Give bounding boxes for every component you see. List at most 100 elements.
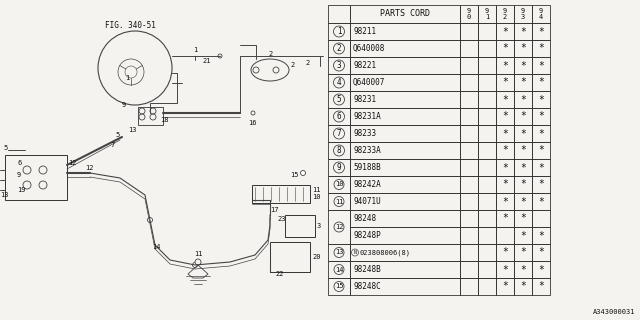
Text: *: * <box>538 146 544 156</box>
Text: 9
0: 9 0 <box>467 8 471 20</box>
Text: *: * <box>502 180 508 189</box>
Bar <box>460 261 478 278</box>
Bar <box>350 125 460 142</box>
Text: 2: 2 <box>268 51 272 57</box>
Bar <box>496 244 514 261</box>
Text: 9
1: 9 1 <box>485 8 489 20</box>
Text: 98231: 98231 <box>353 95 376 104</box>
Bar <box>532 227 550 244</box>
Bar <box>460 227 478 244</box>
Circle shape <box>253 67 259 73</box>
Text: *: * <box>538 180 544 189</box>
Text: *: * <box>502 282 508 292</box>
Text: *: * <box>502 265 508 275</box>
Bar <box>514 227 532 244</box>
Bar <box>460 23 478 40</box>
Bar <box>532 74 550 91</box>
Text: 023808006(8): 023808006(8) <box>360 249 411 256</box>
Circle shape <box>23 166 31 174</box>
Bar <box>496 91 514 108</box>
Text: *: * <box>502 60 508 70</box>
Text: 1: 1 <box>125 75 129 81</box>
Text: *: * <box>538 265 544 275</box>
Text: *: * <box>520 44 526 53</box>
Text: *: * <box>520 247 526 258</box>
Text: 9: 9 <box>17 172 21 178</box>
Bar <box>496 108 514 125</box>
Text: *: * <box>538 163 544 172</box>
Text: 16: 16 <box>248 120 257 126</box>
Bar <box>350 40 460 57</box>
Bar <box>350 142 460 159</box>
Text: N: N <box>353 250 356 255</box>
Text: *: * <box>520 94 526 105</box>
Text: 3: 3 <box>317 223 321 229</box>
Text: *: * <box>538 230 544 241</box>
Bar <box>328 278 350 295</box>
Bar <box>532 91 550 108</box>
Text: 59188B: 59188B <box>353 163 381 172</box>
Text: 14: 14 <box>152 244 161 250</box>
Text: 5: 5 <box>3 145 7 151</box>
Bar <box>514 74 532 91</box>
Bar <box>328 74 350 91</box>
Text: 23: 23 <box>277 216 285 222</box>
Text: 11: 11 <box>312 187 321 193</box>
Text: *: * <box>538 111 544 122</box>
Bar <box>460 159 478 176</box>
Bar <box>478 40 496 57</box>
Bar <box>532 57 550 74</box>
Bar <box>460 57 478 74</box>
Text: *: * <box>538 77 544 87</box>
Text: 9
2: 9 2 <box>503 8 507 20</box>
Text: *: * <box>538 44 544 53</box>
Text: 21: 21 <box>203 58 211 64</box>
Text: 13: 13 <box>128 127 136 133</box>
Text: *: * <box>538 129 544 139</box>
Text: 9: 9 <box>122 102 126 108</box>
Bar <box>532 23 550 40</box>
Text: *: * <box>520 77 526 87</box>
Bar <box>328 91 350 108</box>
Text: Q640008: Q640008 <box>353 44 385 53</box>
Bar <box>478 210 496 227</box>
Bar <box>478 108 496 125</box>
Bar <box>478 261 496 278</box>
Bar <box>350 5 460 23</box>
Text: 98248B: 98248B <box>353 265 381 274</box>
Bar <box>532 278 550 295</box>
Text: 20: 20 <box>312 254 321 260</box>
Bar <box>350 57 460 74</box>
Bar <box>532 193 550 210</box>
Text: Q640007: Q640007 <box>353 78 385 87</box>
Bar <box>350 210 460 227</box>
Circle shape <box>39 166 47 174</box>
Bar <box>514 40 532 57</box>
Bar <box>328 23 350 40</box>
Bar <box>328 159 350 176</box>
Text: *: * <box>520 111 526 122</box>
Bar <box>514 142 532 159</box>
Text: 15: 15 <box>290 172 298 178</box>
Bar <box>514 261 532 278</box>
Text: 98231A: 98231A <box>353 112 381 121</box>
Text: 98233A: 98233A <box>353 146 381 155</box>
Bar <box>460 244 478 261</box>
Text: 19: 19 <box>17 187 26 193</box>
Bar <box>460 142 478 159</box>
Text: 11: 11 <box>335 198 343 204</box>
Text: 11: 11 <box>194 251 202 257</box>
Bar <box>460 176 478 193</box>
Bar <box>328 142 350 159</box>
Bar <box>328 125 350 142</box>
Text: 10: 10 <box>335 181 343 188</box>
Bar <box>514 108 532 125</box>
Text: 17: 17 <box>270 207 278 213</box>
Bar <box>496 159 514 176</box>
Bar <box>285 215 315 237</box>
Text: *: * <box>538 196 544 206</box>
Bar <box>460 125 478 142</box>
Text: 14: 14 <box>335 267 343 273</box>
Text: 4: 4 <box>337 78 341 87</box>
Bar <box>460 108 478 125</box>
